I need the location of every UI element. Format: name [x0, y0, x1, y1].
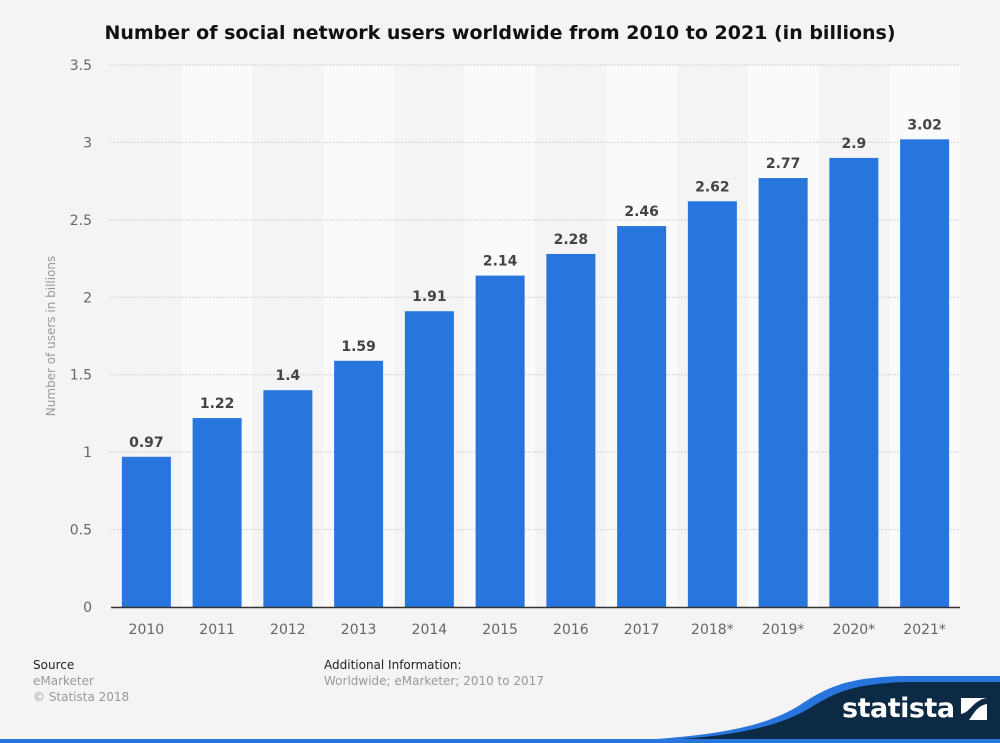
data-label: 2.77 — [766, 156, 801, 172]
bar — [263, 390, 313, 607]
bar — [475, 275, 525, 607]
additional-info-label: Additional Information: — [324, 658, 462, 672]
data-label: 1.59 — [341, 339, 376, 355]
bar — [121, 456, 171, 607]
statista-logo[interactable]: statista — [842, 693, 987, 724]
y-tick-label: 0.5 — [70, 523, 92, 539]
x-tick-label: 2011 — [199, 622, 235, 638]
x-tick-label: 2020* — [833, 622, 876, 638]
x-tick-label: 2010 — [129, 622, 165, 638]
y-tick-label: 3.5 — [70, 58, 92, 74]
bar — [546, 253, 596, 607]
data-label: 2.62 — [695, 179, 730, 195]
x-tick-label: 2012 — [270, 622, 306, 638]
y-tick-label: 2.5 — [70, 213, 92, 229]
additional-info-text: Worldwide; eMarketer; 2010 to 2017 — [324, 674, 544, 688]
y-tick-label: 0 — [83, 600, 92, 616]
x-tick-label: 2018* — [691, 622, 734, 638]
statista-logo-icon — [960, 697, 987, 720]
bar — [829, 157, 879, 607]
bar — [617, 226, 667, 607]
logo-text: statista — [842, 693, 955, 724]
y-axis-label: Number of users in billions — [44, 256, 58, 417]
source-block: Source eMarketer © Statista 2018 — [33, 658, 129, 704]
x-tick-label: 2021* — [903, 622, 946, 638]
additional-info-block: Additional Information: Worldwide; eMark… — [324, 658, 544, 688]
copyright-text: © Statista 2018 — [33, 690, 130, 704]
source-text[interactable]: eMarketer — [33, 674, 94, 688]
bar — [192, 418, 242, 607]
bar — [404, 311, 454, 607]
data-label: 1.4 — [275, 368, 300, 384]
data-label: 1.22 — [200, 396, 235, 412]
x-tick-label: 2015 — [482, 622, 518, 638]
x-tick-label: 2013 — [341, 622, 377, 638]
data-label: 2.9 — [841, 136, 866, 152]
x-tick-label: 2017 — [624, 622, 660, 638]
y-tick-label: 3 — [83, 135, 92, 151]
source-label: Source — [33, 658, 75, 672]
x-tick-label: 2016 — [553, 622, 589, 638]
bar — [687, 201, 737, 607]
x-tick-label: 2019* — [762, 622, 805, 638]
data-label: 2.28 — [554, 232, 589, 248]
bar — [900, 139, 950, 607]
bar — [758, 178, 808, 607]
data-label: 3.02 — [907, 117, 942, 133]
chart-title: Number of social network users worldwide… — [104, 22, 896, 44]
data-label: 2.14 — [483, 254, 518, 270]
data-label: 1.91 — [412, 289, 447, 305]
data-label: 0.97 — [129, 435, 164, 451]
y-tick-label: 2 — [83, 290, 92, 306]
data-label: 2.46 — [624, 204, 659, 220]
footer-banner — [0, 676, 1000, 743]
y-tick-label: 1.5 — [70, 368, 92, 384]
bar — [334, 360, 384, 607]
x-tick-label: 2014 — [412, 622, 448, 638]
y-tick-label: 1 — [83, 445, 92, 461]
